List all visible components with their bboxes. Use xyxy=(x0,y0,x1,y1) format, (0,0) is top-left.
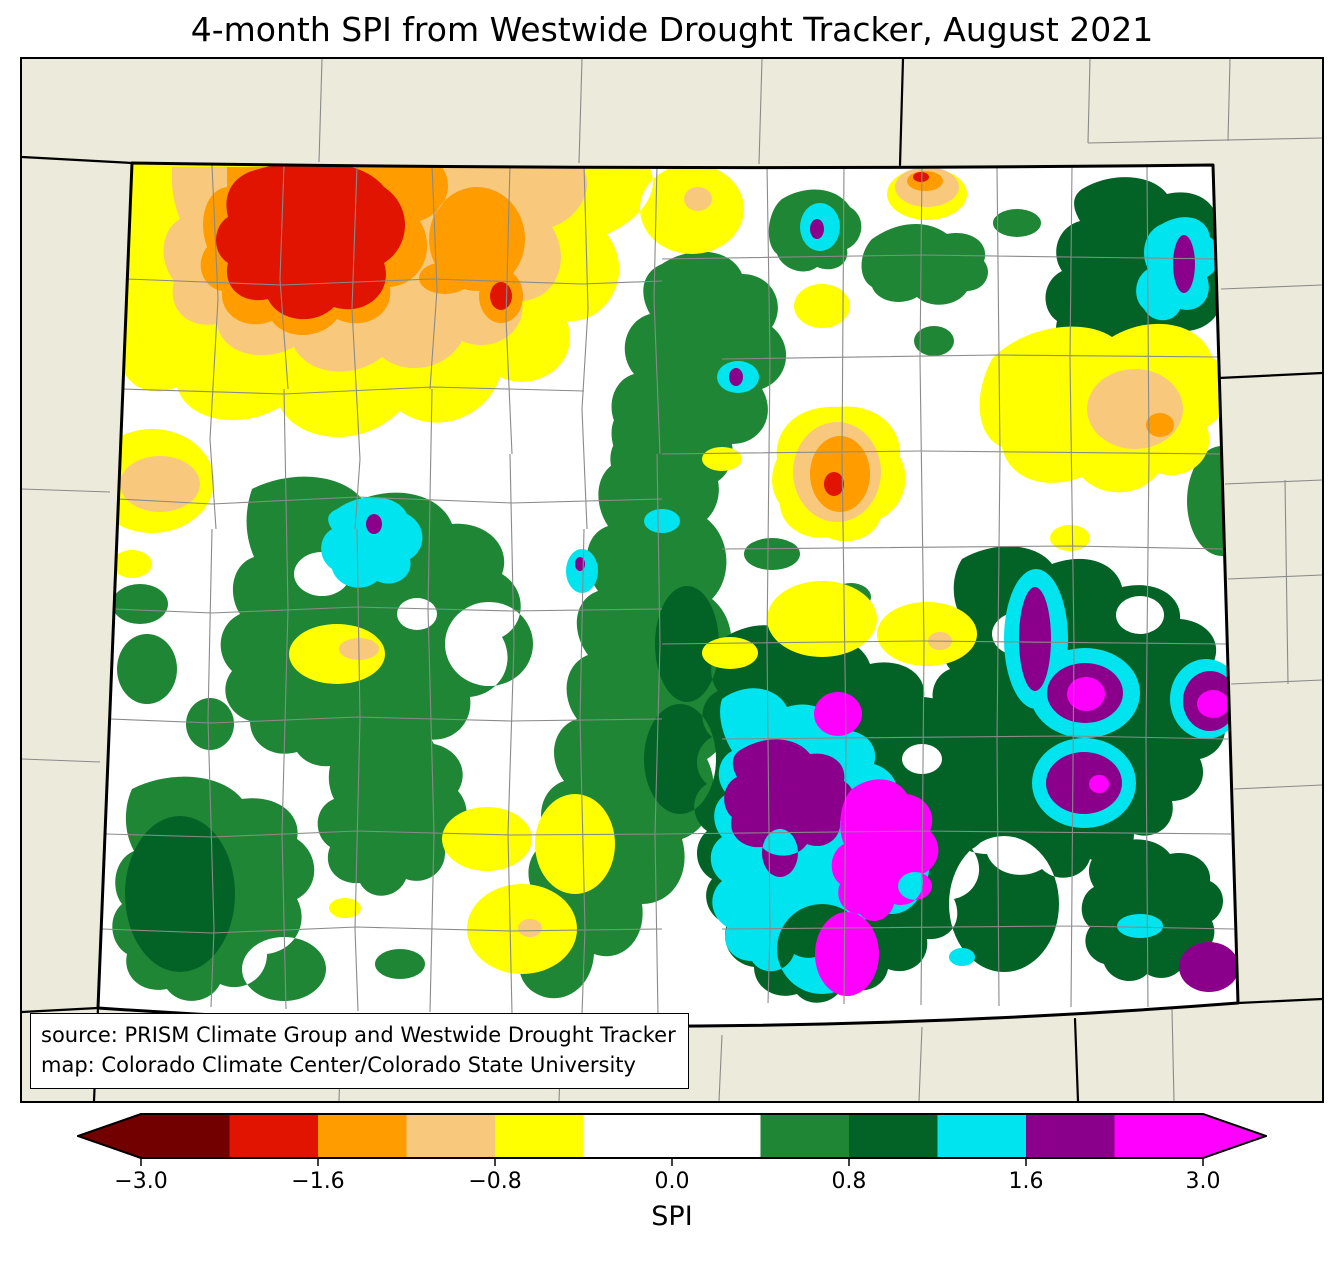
contour-yellow-regions xyxy=(98,163,1229,974)
colorbar-segment xyxy=(672,1113,761,1159)
colorado-spi-map xyxy=(22,59,1322,1101)
colorbar-tick-marks xyxy=(140,1159,1204,1166)
colorbar-segment xyxy=(406,1113,495,1159)
colorbar-axis-label: SPI xyxy=(651,1201,693,1232)
colorbar-segment xyxy=(1026,1113,1115,1159)
neighbor-state-borders xyxy=(22,59,1322,1101)
county-boundaries xyxy=(101,164,1235,1016)
colorbar-tick-label: 0.8 xyxy=(831,1169,867,1194)
source-credit-line: source: PRISM Climate Group and Westwide… xyxy=(41,1023,676,1047)
contour-purple-regions xyxy=(366,219,1238,992)
contour-orange-regions xyxy=(200,167,1174,512)
source-box: source: PRISM Climate Group and Westwide… xyxy=(30,1013,689,1089)
colorbar: −3.0 −1.6 −0.8 0.0 0.8 1.6 3.0 SPI xyxy=(77,1113,1267,1232)
colorbar-tick-label: 1.6 xyxy=(1008,1169,1044,1194)
colorbar-bar xyxy=(77,1113,1267,1166)
colorbar-tick-label: −3.0 xyxy=(114,1169,168,1194)
colorbar-under-arrow xyxy=(77,1113,141,1159)
colorbar-segment xyxy=(141,1113,230,1159)
contour-dark-green-regions xyxy=(125,177,1234,1003)
colorbar-tick-label: 3.0 xyxy=(1185,1169,1221,1194)
contour-red-regions xyxy=(216,163,929,496)
colorbar-segment xyxy=(229,1113,318,1159)
contour-tan-regions xyxy=(120,167,1183,937)
colorbar-segment xyxy=(318,1113,407,1159)
colorbar-tick-label: 0.0 xyxy=(654,1169,690,1194)
contour-cyan-regions xyxy=(321,203,1238,994)
colorbar-segment xyxy=(1114,1113,1203,1159)
colorbar-segment xyxy=(849,1113,938,1159)
spi-contours xyxy=(98,163,1238,1016)
colorbar-tick-label: −0.8 xyxy=(468,1169,522,1194)
colorbar-tick-label: −1.6 xyxy=(291,1169,345,1194)
colorbar-segment xyxy=(760,1113,849,1159)
contour-magenta-regions xyxy=(814,677,1229,996)
map-credit-line: map: Colorado Climate Center/Colorado St… xyxy=(41,1053,636,1078)
colorbar-segment xyxy=(583,1113,672,1159)
colorbar-segment xyxy=(937,1113,1026,1159)
colorbar-outline xyxy=(77,1113,1267,1159)
colorbar-over-arrow xyxy=(1203,1113,1267,1159)
map-axes: source: PRISM Climate Group and Westwide… xyxy=(20,57,1324,1103)
colorbar-segment xyxy=(495,1113,584,1159)
colorbar-tick-labels: −3.0 −1.6 −0.8 0.0 0.8 1.6 3.0 xyxy=(77,1169,1267,1199)
figure-title: 4-month SPI from Westwide Drought Tracke… xyxy=(190,10,1154,49)
